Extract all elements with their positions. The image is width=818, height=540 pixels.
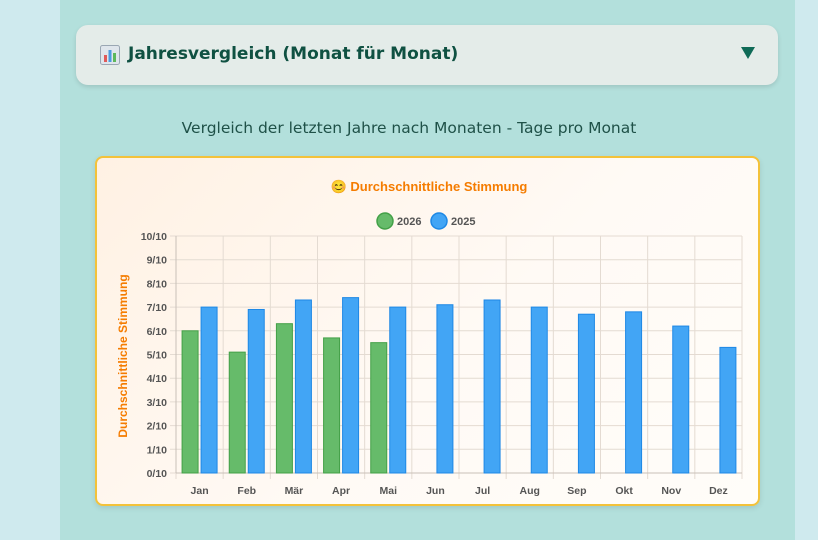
triangle-down-icon[interactable] <box>740 46 756 60</box>
chart-subtitle: Vergleich der letzten Jahre nach Monaten… <box>181 119 637 137</box>
bar-2026 <box>181 330 199 474</box>
bar-2025 <box>672 325 690 474</box>
bar-2025 <box>200 306 218 474</box>
x-tick-label: Mai <box>379 485 397 497</box>
bar-2025 <box>247 308 265 474</box>
bar-chart: 😊 Durchschnittliche Stimmung 2026 2025 0/… <box>116 179 743 497</box>
x-tick-label: Nov <box>661 485 681 497</box>
legend-swatch-2025 <box>430 212 448 230</box>
bar-2026 <box>228 351 246 474</box>
x-tick-label: Jan <box>191 485 209 497</box>
bar-2025 <box>294 299 312 474</box>
y-tick-label: 8/10 <box>147 278 168 290</box>
bar-chart-icon <box>100 45 120 65</box>
chart-legend[interactable]: 2026 2025 <box>376 212 475 230</box>
x-tick-label: Aug <box>520 485 540 497</box>
x-tick-label: Okt <box>615 485 633 497</box>
bar-2025 <box>389 306 407 474</box>
x-tick-label: Feb <box>237 485 256 497</box>
bar-2025 <box>342 297 360 474</box>
bar-2026 <box>275 323 293 474</box>
bar-2026 <box>370 342 388 474</box>
bar-2025 <box>483 299 501 474</box>
bar-2025 <box>719 346 737 474</box>
x-tick-label: Jul <box>475 485 490 497</box>
legend-label-2025: 2025 <box>451 216 475 228</box>
y-tick-label: 2/10 <box>147 421 168 433</box>
x-tick-label: Mär <box>285 485 304 497</box>
y-axis-ticks: 0/10 1/10 2/10 3/10 4/10 5/10 6/10 7/10 8/10 9/10… <box>141 231 167 480</box>
y-axis-label: Durchschnittliche Stimmung <box>116 274 130 437</box>
chart-title: 😊 Durchschnittliche Stimmung <box>331 179 528 194</box>
x-tick-label: Sep <box>567 485 586 497</box>
bar-2025 <box>625 311 643 474</box>
y-tick-label: 1/10 <box>147 444 168 456</box>
y-tick-label: 7/10 <box>147 302 168 314</box>
y-tick-label: 10/10 <box>141 231 167 243</box>
x-axis-ticks: Jan Feb Mär Apr Mai Jun Jul Aug Sep Okt Nov Dez <box>191 485 728 497</box>
x-tick-label: Dez <box>709 485 728 497</box>
chart-card: 😊 Durchschnittliche Stimmung 2026 2025 0/… <box>95 156 760 506</box>
y-tick-label: 9/10 <box>147 255 168 267</box>
y-tick-label: 4/10 <box>147 373 168 385</box>
chart-grid <box>170 235 743 479</box>
bar-2025 <box>577 313 595 474</box>
bar-2026 <box>323 337 341 474</box>
y-tick-label: 5/10 <box>147 350 168 362</box>
y-tick-label: 0/10 <box>147 468 168 480</box>
legend-label-2026: 2026 <box>397 216 421 228</box>
section-title: Jahresvergleich (Monat für Monat) <box>128 44 459 64</box>
x-tick-label: Apr <box>332 485 350 497</box>
legend-swatch-2026 <box>376 212 394 230</box>
section-header[interactable]: Jahresvergleich (Monat für Monat) <box>76 25 778 85</box>
bar-2025 <box>436 304 454 474</box>
chart-bars <box>181 297 737 474</box>
y-tick-label: 6/10 <box>147 326 168 338</box>
y-tick-label: 3/10 <box>147 397 168 409</box>
bar-2025 <box>530 306 548 474</box>
x-tick-label: Jun <box>426 485 445 497</box>
